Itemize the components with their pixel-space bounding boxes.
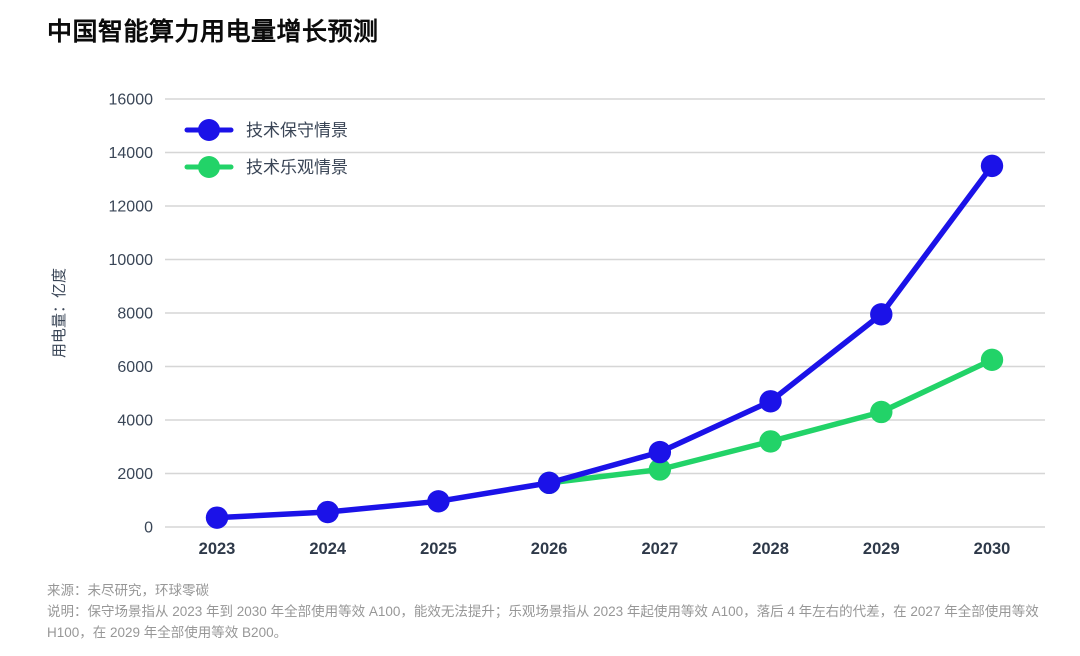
data-point-技术乐观情景 <box>980 348 1004 372</box>
data-point-技术保守情景 <box>316 500 339 524</box>
data-point-技术保守情景 <box>537 471 561 495</box>
legend-label: 技术乐观情景 <box>246 158 348 177</box>
description-note: 说明：保守场景指从 2023 年到 2030 年全部使用等效 A100，能效无法… <box>47 604 1039 640</box>
y-tick-label: 8000 <box>117 306 153 323</box>
data-point-技术乐观情景 <box>870 400 893 424</box>
y-tick-label: 4000 <box>117 413 153 430</box>
data-point-技术保守情景 <box>205 506 229 529</box>
x-tick-label: 2027 <box>641 540 678 558</box>
y-tick-label: 16000 <box>109 92 154 109</box>
x-tick-label: 2025 <box>420 540 457 558</box>
data-point-技术保守情景 <box>759 390 782 413</box>
data-point-技术保守情景 <box>648 440 672 464</box>
data-point-技术保守情景 <box>980 154 1004 178</box>
series-line-技术保守情景 <box>214 163 995 521</box>
y-tick-label: 12000 <box>109 199 154 216</box>
y-tick-label: 6000 <box>117 359 153 376</box>
x-tick-label: 2028 <box>752 540 789 558</box>
data-point-技术乐观情景 <box>759 430 782 453</box>
y-tick-label: 0 <box>144 520 153 537</box>
x-tick-label: 2029 <box>863 540 900 558</box>
chart-title: 中国智能算力用电量增长预测 <box>47 18 379 46</box>
x-tick-label: 2030 <box>974 540 1011 558</box>
legend-marker-dot <box>198 119 220 141</box>
data-point-技术乐观情景 <box>648 458 672 481</box>
y-axis-title: 用电量：亿度 <box>51 268 68 358</box>
y-tick-label: 10000 <box>109 252 154 269</box>
legend-marker-dot <box>198 156 220 178</box>
x-tick-label: 2024 <box>309 540 347 558</box>
chart-notes: 来源：未尽研究，环球零碳 说明：保守场景指从 2023 年到 2030 年全部使… <box>47 580 1052 643</box>
y-tick-label: 2000 <box>117 466 153 483</box>
y-tick-label: 14000 <box>109 145 154 162</box>
x-tick-label: 2023 <box>199 540 236 558</box>
data-point-技术保守情景 <box>427 490 450 513</box>
legend-label: 技术保守情景 <box>246 121 348 140</box>
x-tick-label: 2026 <box>531 540 568 558</box>
data-point-技术保守情景 <box>870 303 893 326</box>
source-note: 来源：未尽研究，环球零碳 <box>47 583 209 598</box>
